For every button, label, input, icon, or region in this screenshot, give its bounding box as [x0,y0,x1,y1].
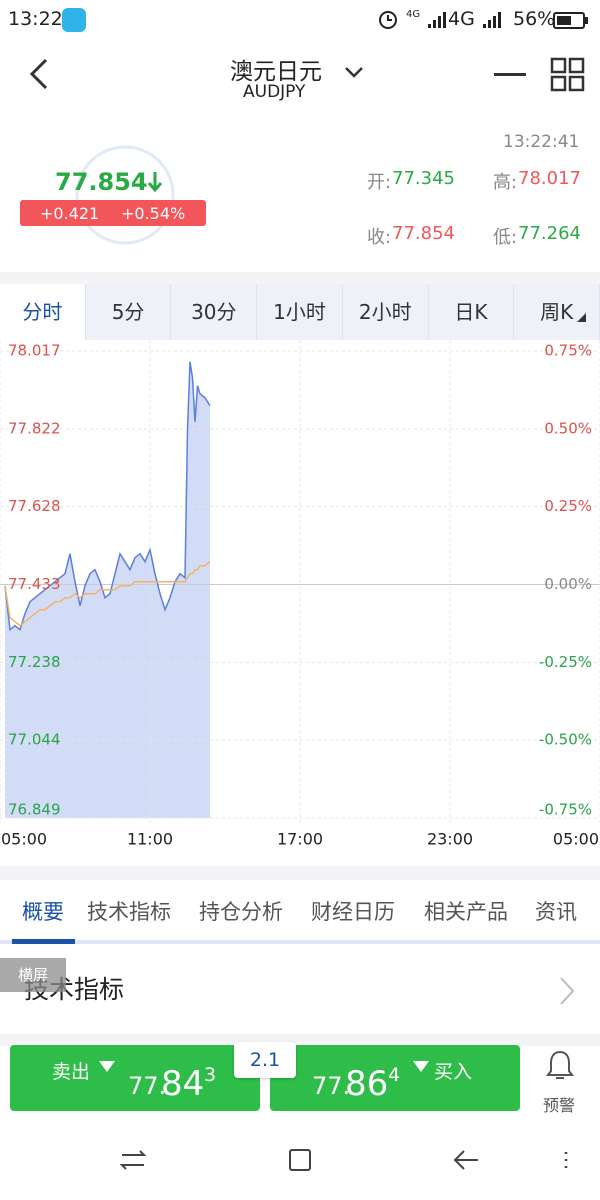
buy-label: 买入 [434,1061,473,1083]
nav-bar [119,1149,568,1171]
network-small: 4G [406,9,421,20]
info-tab[interactable]: 资讯 [535,900,577,924]
y2-tick-label: 0.00% [544,575,592,593]
change: +0.421 [40,204,100,223]
series-line [4,361,211,632]
series-line [4,561,211,627]
y-tick-label: 77.238 [8,653,61,671]
alert-label[interactable]: 预警 [543,1096,576,1115]
high: 78.017 [518,168,581,189]
price-ring [75,145,175,245]
change-pct: +0.54% [121,204,186,223]
buy-button[interactable] [270,1045,520,1111]
buy-triangle [413,1061,429,1072]
x-tick-label: 05:00 [553,830,599,849]
y2-tick-label: -0.50% [539,731,592,749]
sell-label: 卖出 [52,1061,91,1083]
buy-price-big: 86 [345,1064,389,1104]
back-button[interactable] [29,58,48,90]
app-icon [62,8,86,32]
divider [0,272,600,284]
period-tab[interactable]: 分时 [0,284,86,340]
x-tick-label: 05:00 [1,830,47,849]
low: 77.264 [518,223,581,244]
sell-price-head: 77. [128,1072,167,1100]
buy-price-head: 77. [312,1072,351,1100]
grid-button[interactable] [550,57,585,92]
period-tab[interactable]: 5分 [86,284,172,340]
sell-button[interactable] [10,1045,260,1111]
title: 澳元日元 [230,59,322,85]
x-tick-label: 17:00 [277,830,323,849]
alert-icon[interactable] [545,1048,575,1084]
high-label: 高: [493,172,518,193]
status-icons [379,11,588,29]
nav-home[interactable] [289,1149,311,1171]
info-tabs: 概要 技术指标 持仓分析 财经日历 相关产品 资讯 [0,890,600,930]
info-tab[interactable]: 技术指标 [87,900,171,924]
y-tick-label: 77.822 [8,419,61,437]
battery-text: 56% [513,8,556,30]
dropdown-triangle [577,313,586,322]
open: 77.345 [392,168,455,189]
y2-tick-label: 0.25% [544,497,592,515]
period-tab[interactable]: 日K [429,284,515,340]
y-tick-label: 76.849 [8,801,61,819]
info-tab[interactable]: 概要 [22,900,64,924]
info-tab[interactable]: 相关产品 [424,900,508,924]
y-tick-label: 78.017 [8,342,61,360]
y2-tick-label: 0.75% [544,342,592,360]
y2-tick-label: -0.75% [539,801,592,819]
close-label: 收: [367,227,392,248]
divider [0,866,600,880]
nav-back[interactable] [453,1150,478,1170]
y-tick-label: 77.044 [8,731,61,749]
open-label: 开: [367,172,392,193]
landscape-badge[interactable]: 横屏 [0,958,66,992]
close: 77.854 [392,223,455,244]
header-icons [29,57,585,92]
low-label: 低: [493,227,518,248]
tab-indicator [12,939,75,944]
symbol: AUDJPY [243,82,306,102]
menu-button[interactable] [494,73,526,76]
y-tick-label: 77.433 [8,575,61,593]
y2-tick-label: -0.25% [539,653,592,671]
info-tab[interactable]: 财经日历 [311,900,395,924]
period-tab[interactable]: 周K [514,284,600,340]
chart: 78.017 77.822 77.628 77.433 77.238 77.044 76.8… [0,340,600,849]
divider [0,1034,600,1046]
buy-price-pip: 4 [388,1064,401,1086]
x-tick-label: 23:00 [427,830,473,849]
nav-switch[interactable] [119,1150,147,1170]
period-tab[interactable]: 30分 [171,284,258,340]
status-time: 13:22 [8,8,63,30]
y2-tick-label: 0.50% [544,419,592,437]
price-area [5,361,210,818]
period-tab[interactable]: 2小时 [343,284,429,340]
info-tab[interactable]: 持仓分析 [199,900,283,924]
change-badge [20,200,206,226]
price: 77.854 [55,168,148,196]
sell-triangle [99,1061,115,1072]
y-tick-label: 77.628 [8,497,61,515]
quote-time: 13:22:41 [503,132,580,152]
spread: 2.1 [234,1042,296,1078]
x-tick-label: 11:00 [127,830,173,849]
sell-price-big: 84 [161,1064,205,1104]
sell-price-pip: 3 [204,1064,217,1086]
period-tab[interactable]: 1小时 [257,284,343,340]
period-tabs: 分时 5分 30分 1小时 2小时 日K 周K [0,284,600,340]
down-arrow [147,172,163,193]
tab-track [0,940,600,944]
chevron [560,977,575,1005]
network: 4G [448,8,475,30]
